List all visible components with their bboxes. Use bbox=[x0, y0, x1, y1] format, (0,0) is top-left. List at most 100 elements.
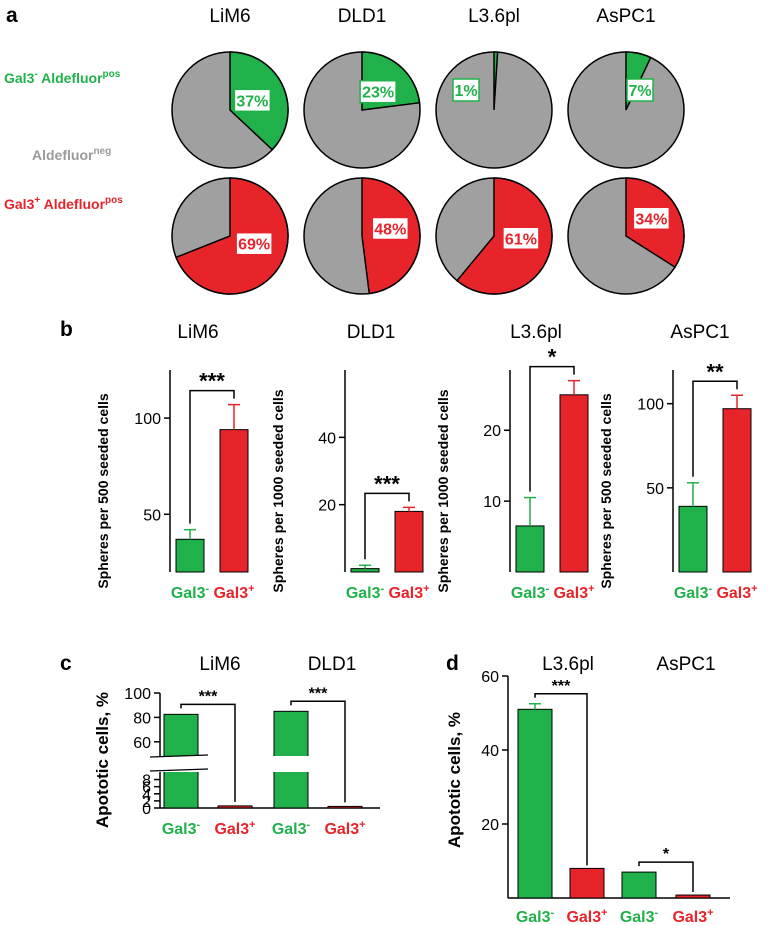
y-tick-label-b-3-0: 50 bbox=[646, 481, 664, 498]
bar-d-0 bbox=[517, 708, 553, 899]
y-tick-label-b-2-0: 10 bbox=[483, 494, 501, 511]
y-tick-label-b-1-1: 40 bbox=[318, 430, 336, 447]
legend-gal3-neg-marker: Aldefluor bbox=[41, 70, 103, 86]
pie-title-3: AsPC1 bbox=[596, 6, 655, 27]
x-label-c-3: Gal3+ bbox=[324, 819, 365, 838]
y-tick-label-c-4: 8 bbox=[142, 773, 151, 790]
sig-label-d-0: *** bbox=[552, 678, 571, 695]
y-tick-label-d-0: 20 bbox=[481, 817, 499, 834]
sig-label-c-1: *** bbox=[309, 685, 328, 702]
pie-title-1: DLD1 bbox=[338, 6, 387, 27]
y-axis-label-b-3: Spheres per 500 seeded cells bbox=[598, 393, 614, 589]
pie-label-box-0-3 bbox=[626, 78, 654, 102]
pie-1-1: 48% bbox=[303, 177, 421, 295]
pie-title-2: L3.6pl bbox=[468, 6, 520, 27]
bar-b-1-0 bbox=[350, 568, 380, 573]
chart-title-b-1: DLD1 bbox=[347, 322, 396, 343]
y-tick-label-c-1: 2 bbox=[142, 794, 151, 811]
x-label-d-3: Gal3+ bbox=[672, 907, 713, 925]
sig-label-b-0: *** bbox=[199, 369, 225, 394]
pie-1-3: 34% bbox=[567, 177, 685, 295]
chart-title-b-0: LiM6 bbox=[177, 322, 218, 343]
sig-bracket-b-0 bbox=[189, 389, 235, 524]
axis-break-mark-bottom-c bbox=[149, 768, 209, 772]
legend-gal3-pos-marker-sup: pos bbox=[105, 195, 123, 206]
pie-0-2: 1% bbox=[435, 51, 553, 169]
pie-label-0-2: 1% bbox=[454, 83, 477, 100]
chart-title-b-2: L3.6pl bbox=[510, 322, 562, 343]
pie-label-box-1-0 bbox=[235, 231, 273, 256]
pie-label-box-1-2 bbox=[502, 226, 540, 251]
x-label-c-1: Gal3+ bbox=[214, 819, 255, 838]
panel-label-a: a bbox=[6, 4, 18, 27]
y-tick-label-b-1-0: 20 bbox=[318, 498, 336, 515]
pie-slice-1-0 bbox=[175, 177, 289, 295]
panel-label-b: b bbox=[60, 318, 73, 341]
x-label-d-1: Gal3+ bbox=[566, 907, 607, 925]
sig-bracket-d-1 bbox=[638, 861, 694, 893]
bar-chart-b-3: AsPC1 50 100 Spheres per 500 seeded cells Ga… bbox=[598, 322, 758, 602]
sig-bracket-d-0 bbox=[534, 693, 588, 866]
bar-b-3-0 bbox=[678, 505, 708, 573]
pie-label-box-0-2 bbox=[452, 78, 480, 102]
bar-chart-b-2: L3.6pl 10 20 Spheres per 1000 seeded cells G… bbox=[435, 322, 595, 602]
y-axis-label-d: Apototic cells, % bbox=[445, 712, 464, 848]
sig-label-c-0: *** bbox=[199, 688, 218, 705]
group-title-c-1: DLD1 bbox=[308, 654, 357, 675]
legend-gal3-neg-label: Gal3 bbox=[4, 70, 35, 86]
axis-break-gap-c bbox=[150, 756, 380, 772]
pie-0-1: 23% bbox=[303, 51, 421, 169]
sig-bracket-c-1 bbox=[290, 700, 346, 803]
group-title-d-0: L3.6pl bbox=[542, 654, 594, 675]
sig-label-d-1: * bbox=[663, 846, 670, 863]
y-tick-label-d-2: 60 bbox=[481, 669, 499, 686]
legend-gal3-neg-sup: - bbox=[34, 69, 37, 80]
pie-label-0-3: 7% bbox=[628, 83, 651, 100]
y-tick-label-b-2-1: 20 bbox=[483, 423, 501, 440]
y-tick-label-c-7: 100 bbox=[124, 686, 151, 703]
chart-title-b-3: AsPC1 bbox=[670, 322, 729, 343]
pie-label-1-0: 69% bbox=[238, 237, 270, 254]
x-label-d-0: Gal3- bbox=[516, 907, 555, 925]
x-label-b-3-0: Gal3- bbox=[674, 583, 713, 602]
bar-chart-b-1: DLD1 20 40 Spheres per 1000 seeded cells Gal… bbox=[270, 322, 430, 602]
pie-label-1-3: 34% bbox=[635, 211, 667, 228]
bar-b-0-1 bbox=[219, 429, 249, 573]
bar-c-1 bbox=[217, 805, 253, 809]
pie-slice-0-2 bbox=[493, 51, 499, 111]
legend-aldefluor-neg: Aldefluorneg bbox=[32, 146, 111, 163]
legend-neg-sup: neg bbox=[93, 146, 111, 157]
y-tick-label-c-2: 4 bbox=[142, 787, 151, 804]
sig-bracket-b-2 bbox=[529, 365, 575, 492]
panel-label-c: c bbox=[60, 652, 72, 675]
x-label-c-0: Gal3- bbox=[162, 819, 201, 838]
y-tick-label-c-3: 6 bbox=[142, 780, 151, 797]
pie-label-0-1: 23% bbox=[362, 85, 394, 102]
bar-d-1 bbox=[569, 867, 605, 899]
panel-a-pies: LiM6 DLD1 L3.6pl AsPC1 37% 23% 1% 7% 69% 48% 61% 34… bbox=[171, 6, 685, 295]
pie-label-box-0-0 bbox=[233, 88, 272, 113]
pie-label-box-1-3 bbox=[632, 206, 671, 231]
legend-gal3-pos-sup: + bbox=[34, 195, 40, 206]
y-axis-label-b-2: Spheres per 1000 seeded cells bbox=[435, 389, 451, 592]
bar-b-0-0 bbox=[175, 538, 205, 573]
panel-d-bar-chart: L3.6pl AsPC1 20 40 60 Apototic cells, % Gal3- G… bbox=[445, 654, 730, 925]
y-tick-label-d-1: 40 bbox=[481, 743, 499, 760]
bar-b-2-0 bbox=[515, 525, 545, 573]
y-tick-label-c-0: 0 bbox=[142, 801, 151, 818]
legend-gal3-pos-aldefluor-pos: Gal3+ Aldefluorpos bbox=[4, 195, 123, 212]
sig-bracket-b-3 bbox=[692, 380, 738, 477]
bar-d-2 bbox=[621, 871, 657, 899]
bar-b-1-1 bbox=[394, 510, 424, 573]
y-tick-label-c-5: 60 bbox=[133, 735, 151, 752]
pie-0-0: 37% bbox=[171, 51, 289, 169]
legend-gal3-pos-label: Gal3 bbox=[4, 196, 35, 212]
legend-gal3-pos-marker: Aldefluor bbox=[44, 196, 106, 212]
panel-label-d: d bbox=[446, 652, 459, 675]
pie-label-box-0-1 bbox=[359, 79, 397, 104]
x-label-c-2: Gal3- bbox=[272, 819, 311, 838]
